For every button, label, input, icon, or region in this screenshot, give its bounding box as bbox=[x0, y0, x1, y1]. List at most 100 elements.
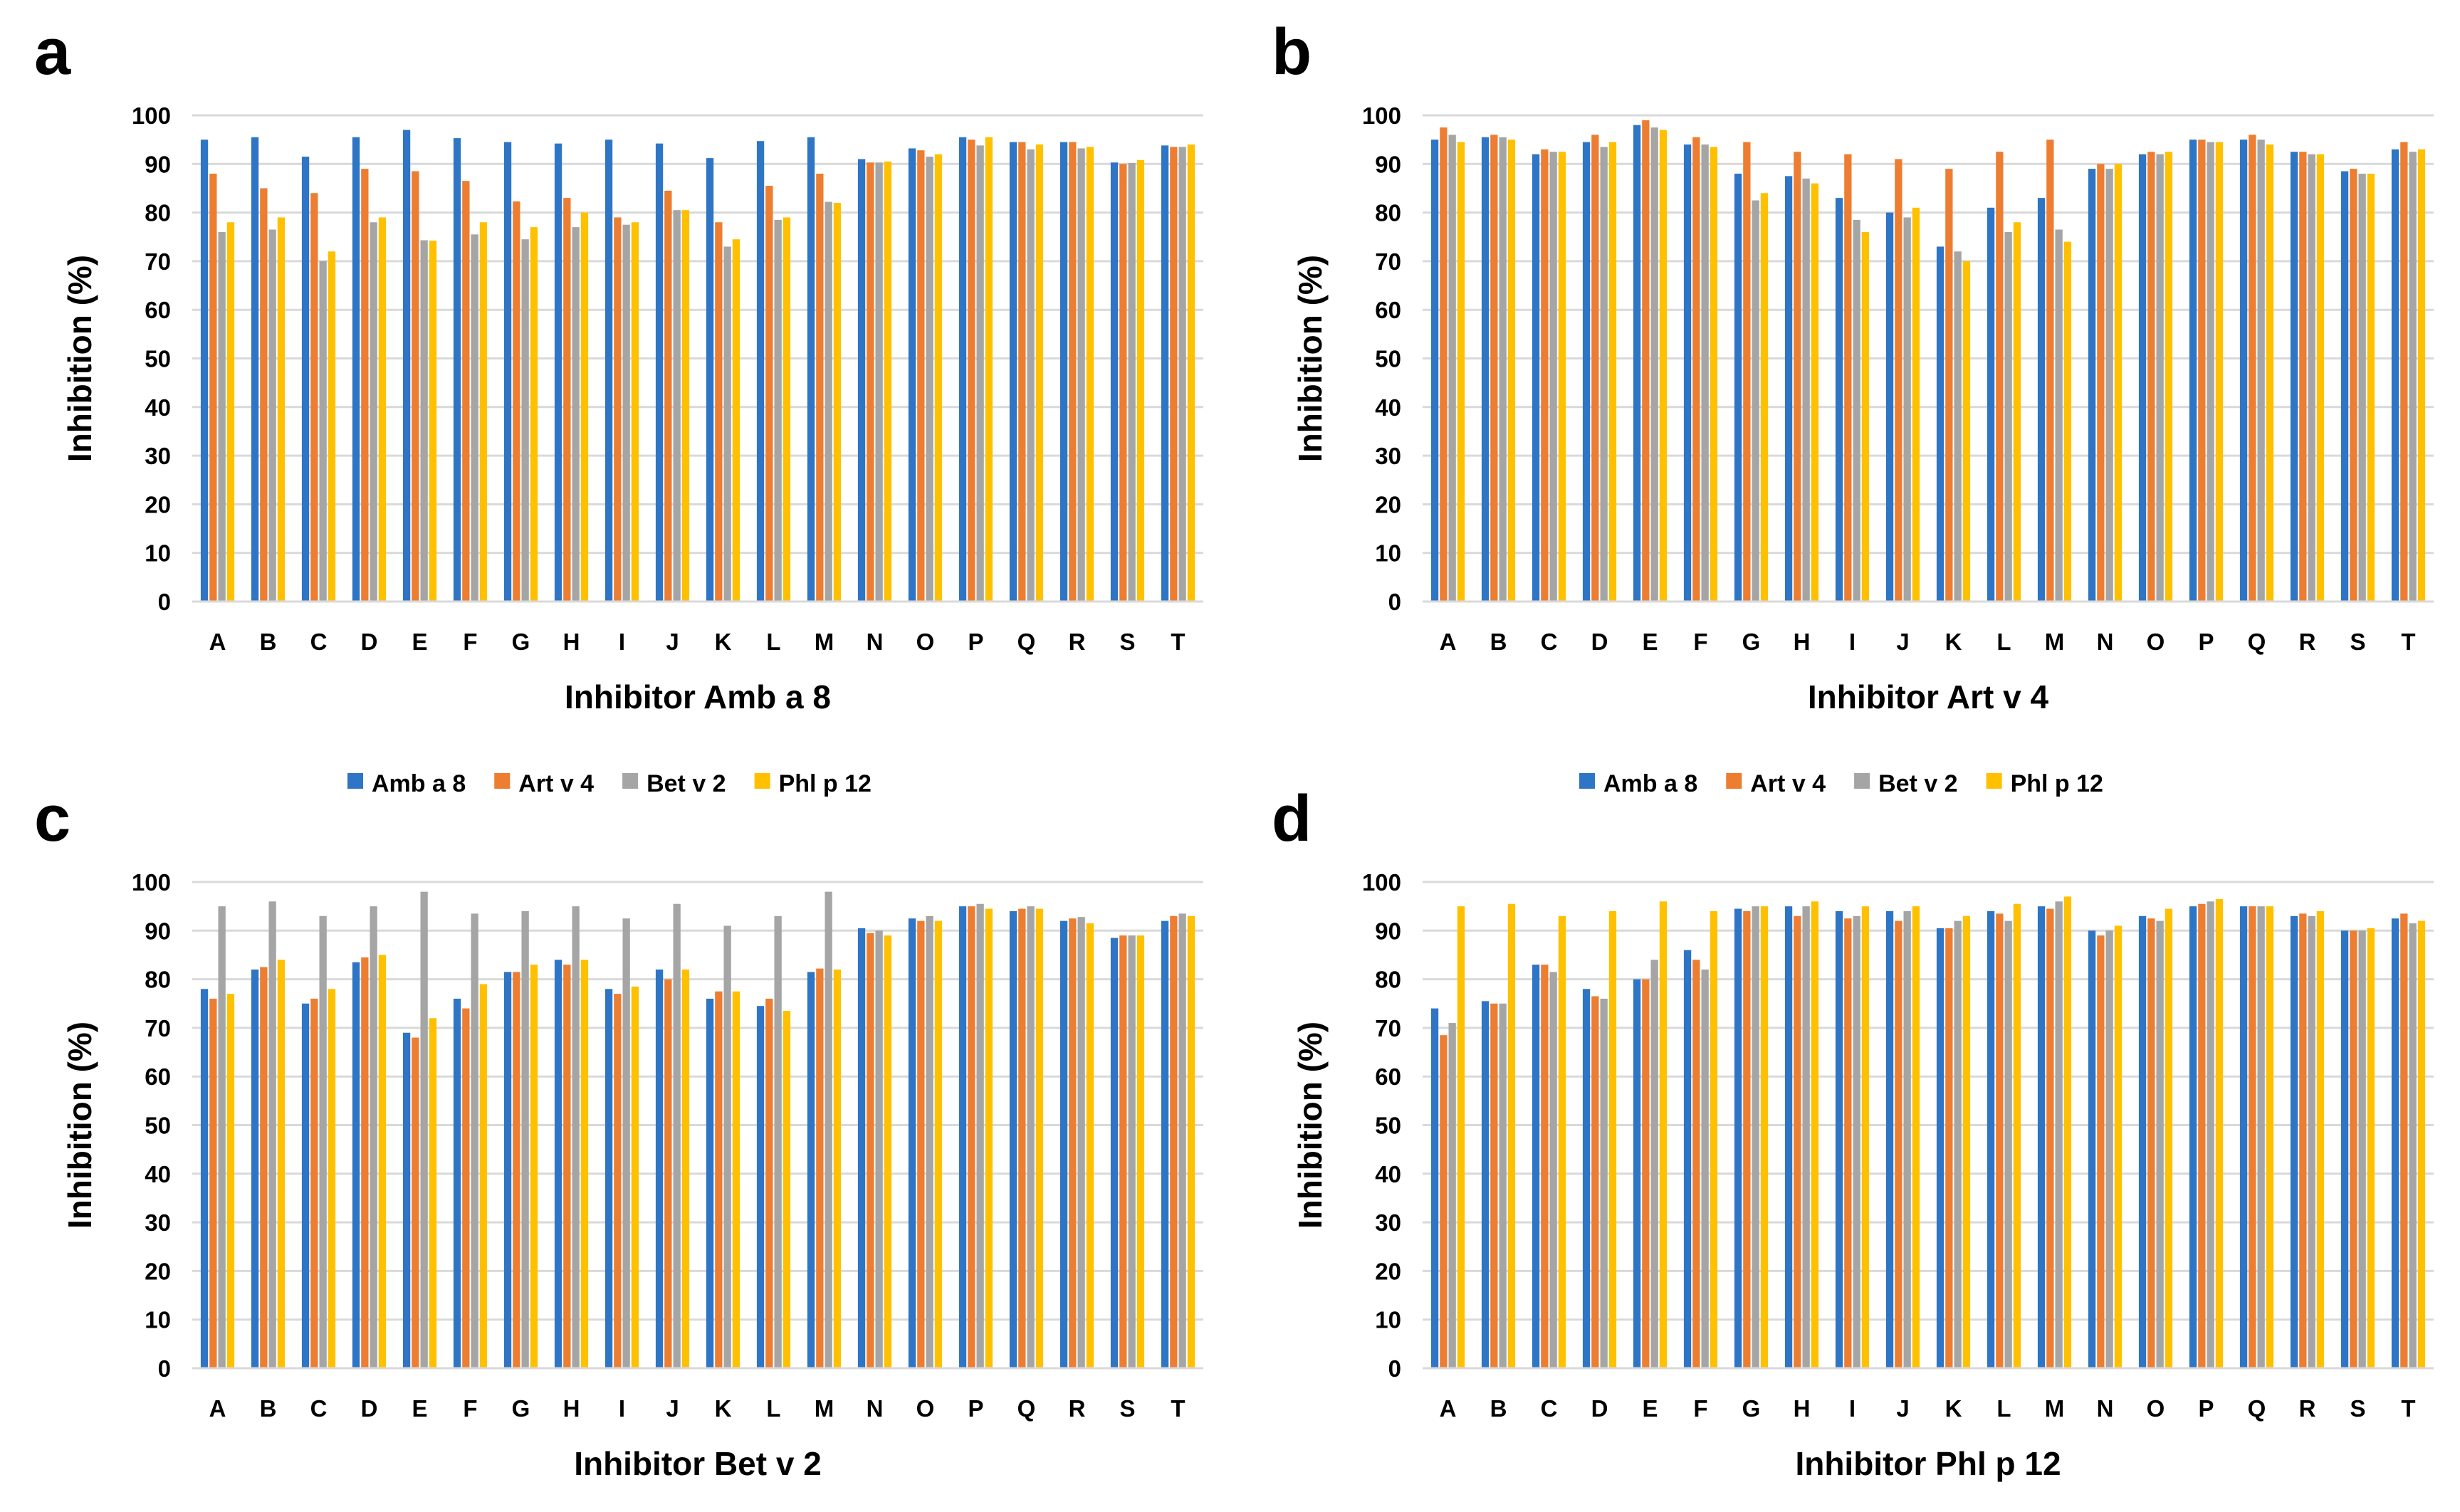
bar-phl-p-12-t bbox=[2417, 149, 2426, 602]
bar-bet-v-2-d bbox=[370, 222, 377, 602]
bar-bet-v-2-m bbox=[2055, 229, 2063, 602]
bar-art-v-4-r bbox=[1069, 142, 1077, 602]
bar-art-v-4-j bbox=[1895, 920, 1902, 1368]
x-tick-label: P bbox=[968, 1395, 983, 1422]
bar-bet-v-2-e bbox=[1650, 127, 1658, 602]
bar-amb-a-8-b bbox=[251, 137, 259, 602]
y-tick-label: 70 bbox=[145, 248, 171, 275]
bar-amb-a-8-j bbox=[655, 143, 664, 602]
y-tick-label: 10 bbox=[145, 540, 171, 567]
x-tick-label: T bbox=[1171, 629, 1185, 655]
y-tick-label: 80 bbox=[145, 967, 171, 993]
x-tick-label: G bbox=[512, 629, 530, 655]
legend-label-bet-v-2: Bet v 2 bbox=[1878, 770, 1958, 797]
bar-phl-p-12-f bbox=[479, 222, 488, 602]
bar-bet-v-2-m bbox=[825, 201, 832, 602]
x-tick-label: M bbox=[815, 1395, 834, 1422]
x-tick-label: O bbox=[2147, 629, 2165, 655]
legend-label-amb-a-8: Amb a 8 bbox=[372, 770, 466, 797]
y-tick-label: 30 bbox=[1375, 1209, 1401, 1236]
bar-phl-p-12-s bbox=[1136, 159, 1145, 602]
bar-bet-v-2-o bbox=[2156, 920, 2164, 1368]
bar-bet-v-2-c bbox=[319, 915, 327, 1368]
bar-amb-a-8-n bbox=[857, 159, 866, 602]
bar-art-v-4-e bbox=[412, 171, 419, 602]
bar-amb-a-8-h bbox=[554, 960, 562, 1368]
bar-bet-v-2-g bbox=[521, 910, 529, 1368]
bar-bet-v-2-l bbox=[2004, 231, 2012, 602]
bar-bet-v-2-a bbox=[218, 231, 226, 602]
x-tick-label: N bbox=[867, 1395, 884, 1422]
bar-phl-p-12-h bbox=[1811, 901, 1819, 1368]
bar-bet-v-2-k bbox=[723, 925, 731, 1368]
bar-amb-a-8-s bbox=[1110, 162, 1119, 602]
x-tick-label: D bbox=[1591, 629, 1608, 655]
bar-art-v-4-n bbox=[2097, 164, 2105, 602]
bar-amb-a-8-f bbox=[453, 998, 461, 1368]
x-tick-label: J bbox=[666, 629, 679, 655]
bar-amb-a-8-k bbox=[706, 998, 714, 1368]
bar-phl-p-12-q bbox=[1035, 908, 1044, 1368]
bar-bet-v-2-d bbox=[370, 906, 377, 1368]
bar-phl-p-12-c bbox=[328, 251, 336, 602]
bar-art-v-4-h bbox=[1794, 152, 1801, 602]
legend-label-art-v-4: Art v 4 bbox=[518, 770, 594, 797]
bar-amb-a-8-e bbox=[1633, 979, 1641, 1368]
bar-phl-p-12-a bbox=[1457, 906, 1465, 1368]
bar-amb-a-8-j bbox=[655, 969, 664, 1368]
bar-phl-p-12-p bbox=[2215, 898, 2224, 1368]
bar-art-v-4-g bbox=[1743, 142, 1751, 602]
y-tick-label: 90 bbox=[145, 918, 171, 944]
panel-letter: c bbox=[34, 782, 70, 855]
bar-phl-p-12-o bbox=[2165, 908, 2173, 1368]
bar-phl-p-12-e bbox=[429, 241, 437, 602]
bar-art-v-4-r bbox=[1069, 918, 1077, 1368]
bar-bet-v-2-r bbox=[2308, 915, 2315, 1368]
bar-amb-a-8-a bbox=[200, 989, 209, 1368]
bar-phl-p-12-q bbox=[2266, 906, 2274, 1368]
bar-phl-p-12-o bbox=[2165, 152, 2173, 602]
bar-phl-p-12-g bbox=[530, 227, 538, 602]
y-tick-label: 100 bbox=[132, 103, 171, 129]
bar-art-v-4-d bbox=[361, 957, 369, 1368]
bar-bet-v-2-i bbox=[1853, 915, 1860, 1368]
bar-bet-v-2-c bbox=[1549, 972, 1557, 1368]
bar-phl-p-12-b bbox=[277, 960, 286, 1368]
bar-bet-v-2-m bbox=[2055, 901, 2063, 1368]
bar-amb-a-8-c bbox=[301, 1003, 310, 1368]
bar-amb-a-8-q bbox=[1009, 910, 1017, 1368]
bar-art-v-4-l bbox=[1996, 152, 2004, 602]
bar-phl-p-12-a bbox=[1457, 142, 1465, 602]
bar-amb-a-8-a bbox=[200, 140, 209, 602]
x-tick-label: K bbox=[1945, 629, 1962, 655]
y-tick-label: 30 bbox=[145, 443, 171, 469]
y-tick-label: 10 bbox=[145, 1307, 171, 1333]
bar-phl-p-12-o bbox=[934, 920, 943, 1368]
bar-art-v-4-e bbox=[1642, 979, 1650, 1368]
legend-swatch-phl-p-12 bbox=[1986, 773, 2002, 789]
bar-bet-v-2-g bbox=[1752, 200, 1759, 602]
x-tick-label: N bbox=[2097, 1395, 2114, 1422]
x-tick-label: R bbox=[1069, 1395, 1086, 1422]
bar-art-v-4-l bbox=[1996, 913, 2004, 1368]
bar-phl-p-12-e bbox=[429, 1018, 437, 1368]
bar-bet-v-2-l bbox=[774, 219, 782, 602]
bar-phl-p-12-t bbox=[2417, 920, 2426, 1368]
bar-bet-v-2-b bbox=[1499, 1003, 1507, 1368]
bar-amb-a-8-b bbox=[251, 969, 259, 1368]
y-tick-label: 30 bbox=[145, 1209, 171, 1236]
bar-phl-p-12-m bbox=[2063, 241, 2072, 602]
bar-art-v-4-t bbox=[1170, 147, 1178, 602]
y-tick-label: 90 bbox=[1375, 151, 1401, 177]
bar-amb-a-8-l bbox=[1987, 910, 1995, 1368]
y-tick-label: 80 bbox=[1375, 200, 1401, 226]
bar-phl-p-12-d bbox=[378, 217, 387, 602]
legend-swatch-art-v-4 bbox=[1726, 773, 1742, 789]
x-tick-label: I bbox=[619, 1395, 625, 1422]
bar-art-v-4-e bbox=[1642, 120, 1650, 602]
bar-bet-v-2-s bbox=[2358, 930, 2366, 1368]
bar-amb-a-8-m bbox=[807, 137, 815, 602]
bar-amb-a-8-p bbox=[958, 906, 967, 1368]
bar-art-v-4-k bbox=[715, 222, 723, 602]
bar-amb-a-8-r bbox=[1059, 920, 1068, 1368]
